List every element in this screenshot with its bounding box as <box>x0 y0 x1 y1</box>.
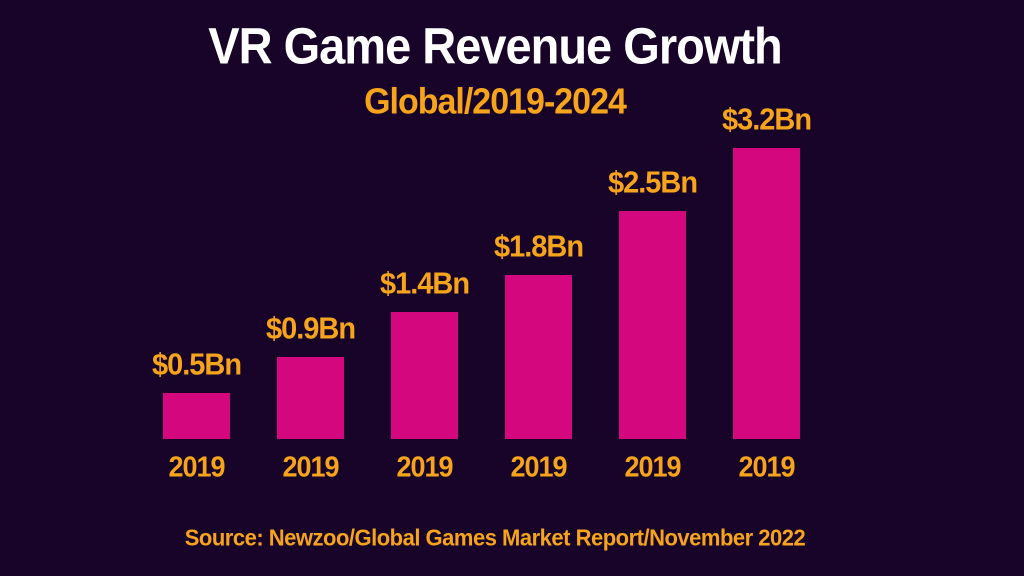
bar-column: $0.9Bn 2019 <box>266 312 356 483</box>
bar-value-label: $0.5Bn <box>151 348 242 382</box>
chart-title: VR Game Revenue Growth <box>208 16 783 75</box>
chart-headings: VR Game Revenue Growth Global/2019-2024 <box>0 0 990 122</box>
chart-subtitle: Global/2019-2024 <box>364 82 627 122</box>
bar-value-label: $0.9Bn <box>265 312 356 346</box>
x-axis-label: 2019 <box>282 451 339 483</box>
x-axis-label: 2019 <box>624 451 681 483</box>
revenue-bar <box>733 148 800 439</box>
bar-column: $1.8Bn 2019 <box>494 230 584 483</box>
bar-value-label: $1.8Bn <box>493 230 584 264</box>
bar-column: $1.4Bn 2019 <box>380 267 470 483</box>
revenue-bar <box>163 393 230 439</box>
source-attribution: Source: Newzoo/Global Games Market Repor… <box>184 524 806 551</box>
revenue-bar <box>505 275 572 439</box>
bar-column: $2.5Bn 2019 <box>608 166 698 483</box>
bar-column: $3.2Bn 2019 <box>722 103 812 483</box>
bar-column: $0.5Bn 2019 <box>152 348 242 483</box>
bar-value-label: $3.2Bn <box>721 103 812 137</box>
x-axis-label: 2019 <box>738 451 795 483</box>
revenue-bar <box>277 357 344 439</box>
revenue-bar <box>619 211 686 439</box>
bar-chart: $0.5Bn 2019 $0.9Bn 2019 $1.4Bn 2019 $1.8Bn 2019… <box>152 98 812 483</box>
x-axis-label: 2019 <box>396 451 453 483</box>
revenue-bar <box>391 312 458 439</box>
x-axis-label: 2019 <box>510 451 567 483</box>
bar-value-label: $2.5Bn <box>607 166 698 200</box>
x-axis-label: 2019 <box>168 451 225 483</box>
bar-value-label: $1.4Bn <box>379 267 470 301</box>
